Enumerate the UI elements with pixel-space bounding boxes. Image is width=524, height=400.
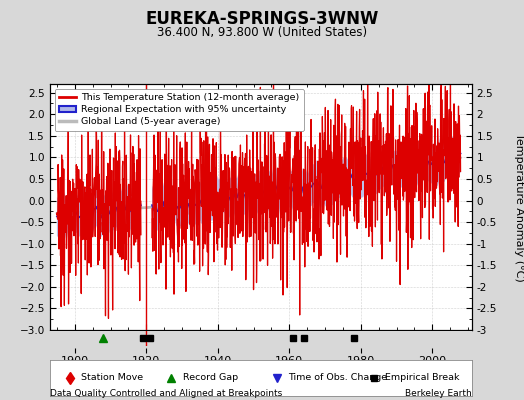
Text: Data Quality Controlled and Aligned at Breakpoints: Data Quality Controlled and Aligned at B… bbox=[50, 389, 282, 398]
Text: EUREKA-SPRINGS-3WNW: EUREKA-SPRINGS-3WNW bbox=[145, 10, 379, 28]
Y-axis label: Temperature Anomaly (°C): Temperature Anomaly (°C) bbox=[514, 133, 523, 281]
Text: 36.400 N, 93.800 W (United States): 36.400 N, 93.800 W (United States) bbox=[157, 26, 367, 39]
Text: Empirical Break: Empirical Break bbox=[385, 374, 460, 382]
Text: Station Move: Station Move bbox=[81, 374, 144, 382]
Legend: This Temperature Station (12-month average), Regional Expectation with 95% uncer: This Temperature Station (12-month avera… bbox=[54, 89, 304, 131]
Text: Berkeley Earth: Berkeley Earth bbox=[405, 389, 472, 398]
Text: Record Gap: Record Gap bbox=[183, 374, 238, 382]
Text: Time of Obs. Change: Time of Obs. Change bbox=[288, 374, 387, 382]
